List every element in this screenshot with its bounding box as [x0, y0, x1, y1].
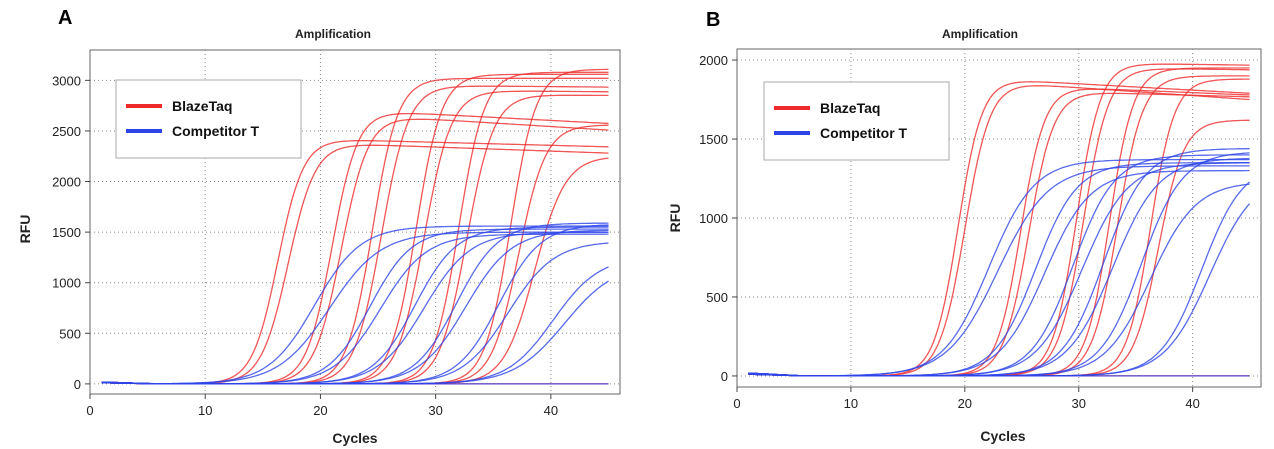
- legend-label-blazetaq: BlazeTaq: [172, 98, 232, 114]
- x-axis-label-b: Cycles: [980, 428, 1025, 444]
- chart-panel-a: A Amplification 0 10 20 30 40 0 500 1000 1500 20…: [17, 7, 621, 446]
- x-tick-label: 40: [544, 403, 558, 418]
- y-axis-label-a: RFU: [17, 215, 33, 244]
- y-tick-label: 500: [59, 326, 81, 341]
- legend-a: BlazeTaq Competitor T: [115, 79, 302, 159]
- x-tick-label: 0: [733, 396, 740, 411]
- y-ticks-a: 0 500 1000 1500 2000 2500 3000: [52, 73, 90, 392]
- panel-letter-a: A: [58, 7, 72, 29]
- y-tick-label: 1500: [52, 225, 81, 240]
- y-tick-label: 1000: [699, 211, 728, 226]
- x-tick-label: 40: [1185, 396, 1199, 411]
- legend-label-competitor-t: Competitor T: [172, 123, 260, 139]
- legend-label-competitor-t: Competitor T: [820, 125, 908, 141]
- legend-box-a: [115, 79, 302, 159]
- chart-title-b: Amplification: [942, 27, 1018, 41]
- plot-lines-b: [748, 63, 1251, 377]
- x-tick-label: 0: [86, 403, 93, 418]
- y-tick-label: 2000: [699, 53, 728, 68]
- plot-lines-a: [101, 68, 609, 385]
- legend-b: BlazeTaq Competitor T: [763, 81, 950, 161]
- x-ticks-a: 0 10 20 30 40: [86, 394, 558, 418]
- y-tick-label: 500: [706, 290, 728, 305]
- x-tick-label: 30: [428, 403, 442, 418]
- y-tick-label: 0: [721, 369, 728, 384]
- x-tick-label: 20: [313, 403, 327, 418]
- y-tick-label: 1000: [52, 276, 81, 291]
- y-tick-label: 2000: [52, 175, 81, 190]
- legend-box-b: [763, 81, 950, 161]
- y-axis-label-b: RFU: [667, 204, 683, 233]
- y-tick-label: 1500: [699, 132, 728, 147]
- amplification-curve: [748, 372, 1250, 377]
- x-tick-label: 10: [198, 403, 212, 418]
- y-tick-label: 2500: [52, 124, 81, 139]
- amplification-curve: [101, 381, 609, 385]
- x-ticks-b: 0 10 20 30 40: [733, 387, 1200, 411]
- y-tick-label: 3000: [52, 73, 81, 88]
- x-tick-label: 20: [958, 396, 972, 411]
- y-ticks-b: 0 500 1000 1500 2000: [699, 53, 737, 384]
- legend-label-blazetaq: BlazeTaq: [820, 100, 880, 116]
- x-tick-label: 30: [1072, 396, 1086, 411]
- panel-letter-b: B: [706, 9, 720, 31]
- chart-panel-b: B Amplification 0 10 20 30 40 0 500 1000 1500 20…: [667, 9, 1262, 444]
- chart-title-a: Amplification: [295, 27, 371, 41]
- y-tick-label: 0: [74, 377, 81, 392]
- x-tick-label: 10: [844, 396, 858, 411]
- x-axis-label-a: Cycles: [332, 430, 377, 446]
